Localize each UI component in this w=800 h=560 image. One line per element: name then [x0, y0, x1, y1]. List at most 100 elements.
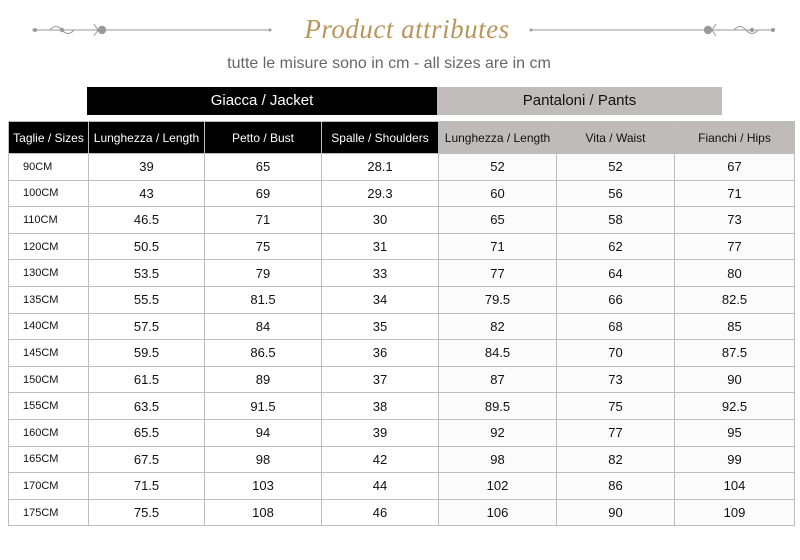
hips-cell: 99 — [674, 445, 795, 474]
size-cell: 160CM — [8, 418, 89, 447]
column-header-bust: Petto / Bust — [204, 121, 322, 154]
table-row: 155CM 63.5 91.5 38 89.5 75 92.5 — [8, 392, 795, 420]
table-row: 170CM 71.5 103 44 102 86 104 — [8, 472, 795, 500]
jacket-length-cell: 71.5 — [88, 472, 205, 500]
jacket-length-cell: 43 — [88, 179, 205, 208]
pants-length-cell: 106 — [438, 498, 557, 527]
shoulders-cell: 28.1 — [321, 153, 439, 181]
jacket-length-cell: 63.5 — [88, 392, 205, 420]
table-row: 130CM 53.5 79 33 77 64 80 — [8, 259, 795, 287]
waist-cell: 70 — [556, 339, 675, 367]
bust-cell: 89 — [204, 365, 322, 394]
jacket-length-cell: 39 — [88, 153, 205, 181]
hips-cell: 71 — [674, 179, 795, 208]
size-cell: 170CM — [8, 472, 89, 500]
pants-length-cell: 84.5 — [438, 339, 557, 367]
bust-cell: 84 — [204, 312, 322, 341]
hips-cell: 87.5 — [674, 339, 795, 367]
table-row: 90CM 39 65 28.1 52 52 67 — [8, 153, 795, 181]
waist-cell: 64 — [556, 259, 675, 287]
waist-cell: 77 — [556, 418, 675, 447]
table-row: 110CM 46.5 71 30 65 58 73 — [8, 206, 795, 234]
jacket-length-cell: 65.5 — [88, 418, 205, 447]
hips-cell: 92.5 — [674, 392, 795, 420]
pants-length-cell: 89.5 — [438, 392, 557, 420]
jacket-length-cell: 75.5 — [88, 498, 205, 527]
size-cell: 150CM — [8, 365, 89, 394]
shoulders-cell: 33 — [321, 259, 439, 287]
hips-cell: 104 — [674, 472, 795, 500]
waist-cell: 62 — [556, 232, 675, 261]
column-header-jacket-length: Lunghezza / Length — [88, 121, 205, 154]
pants-length-cell: 102 — [438, 472, 557, 500]
shoulders-cell: 46 — [321, 498, 439, 527]
column-header-size: Taglie / Sizes — [8, 121, 89, 154]
pants-length-cell: 92 — [438, 418, 557, 447]
bust-cell: 94 — [204, 418, 322, 447]
hips-cell: 73 — [674, 206, 795, 234]
waist-cell: 73 — [556, 365, 675, 394]
pants-length-cell: 82 — [438, 312, 557, 341]
shoulders-cell: 36 — [321, 339, 439, 367]
size-cell: 100CM — [8, 179, 89, 208]
pants-length-cell: 98 — [438, 445, 557, 474]
jacket-length-cell: 59.5 — [88, 339, 205, 367]
size-cell: 135CM — [8, 285, 89, 314]
jacket-length-cell: 46.5 — [88, 206, 205, 234]
table-row: 145CM 59.5 86.5 36 84.5 70 87.5 — [8, 339, 795, 367]
hips-cell: 82.5 — [674, 285, 795, 314]
jacket-length-cell: 61.5 — [88, 365, 205, 394]
shoulders-cell: 38 — [321, 392, 439, 420]
jacket-length-cell: 50.5 — [88, 232, 205, 261]
jacket-length-cell: 67.5 — [88, 445, 205, 474]
table-row: 120CM 50.5 75 31 71 62 77 — [8, 232, 795, 261]
bust-cell: 103 — [204, 472, 322, 500]
pants-length-cell: 60 — [438, 179, 557, 208]
shoulders-cell: 31 — [321, 232, 439, 261]
waist-cell: 90 — [556, 498, 675, 527]
size-cell: 140CM — [8, 312, 89, 341]
table-row: 100CM 43 69 29.3 60 56 71 — [8, 179, 795, 208]
pants-group-header: Pantaloni / Pants — [437, 87, 722, 115]
size-cell: 165CM — [8, 445, 89, 474]
waist-cell: 68 — [556, 312, 675, 341]
shoulders-cell: 44 — [321, 472, 439, 500]
size-cell: 155CM — [8, 392, 89, 420]
table-row: 160CM 65.5 94 39 92 77 95 — [8, 418, 795, 447]
table-row: 165CM 67.5 98 42 98 82 99 — [8, 445, 795, 474]
bust-cell: 71 — [204, 206, 322, 234]
table-row: 175CM 75.5 108 46 106 90 109 — [8, 498, 795, 527]
hips-cell: 109 — [674, 498, 795, 527]
hips-cell: 85 — [674, 312, 795, 341]
column-header-pants-length: Lunghezza / Length — [438, 121, 557, 154]
title-row: Product attributes — [0, 10, 800, 50]
waist-cell: 58 — [556, 206, 675, 234]
size-cell: 130CM — [8, 259, 89, 287]
shoulders-cell: 30 — [321, 206, 439, 234]
bust-cell: 81.5 — [204, 285, 322, 314]
bust-cell: 91.5 — [204, 392, 322, 420]
bust-cell: 86.5 — [204, 339, 322, 367]
jacket-group-header: Giacca / Jacket — [87, 87, 437, 115]
waist-cell: 56 — [556, 179, 675, 208]
hips-cell: 95 — [674, 418, 795, 447]
table-row: 140CM 57.5 84 35 82 68 85 — [8, 312, 795, 341]
bust-cell: 79 — [204, 259, 322, 287]
jacket-length-cell: 55.5 — [88, 285, 205, 314]
column-header-shoulders: Spalle / Shoulders — [321, 121, 439, 154]
page-title: Product attributes — [304, 14, 510, 44]
shoulders-cell: 39 — [321, 418, 439, 447]
size-cell: 90CM — [8, 153, 89, 181]
pants-length-cell: 77 — [438, 259, 557, 287]
waist-cell: 82 — [556, 445, 675, 474]
table-row: 150CM 61.5 89 37 87 73 90 — [8, 365, 795, 394]
hips-cell: 77 — [674, 232, 795, 261]
table-header-row: Taglie / Sizes Lunghezza / Length Petto … — [8, 121, 795, 154]
ornament-left-icon — [32, 23, 272, 37]
waist-cell: 66 — [556, 285, 675, 314]
ornament-right-icon — [529, 23, 775, 37]
size-cell: 145CM — [8, 339, 89, 367]
jacket-length-cell: 57.5 — [88, 312, 205, 341]
hips-cell: 67 — [674, 153, 795, 181]
column-header-waist: Vita / Waist — [556, 121, 675, 154]
